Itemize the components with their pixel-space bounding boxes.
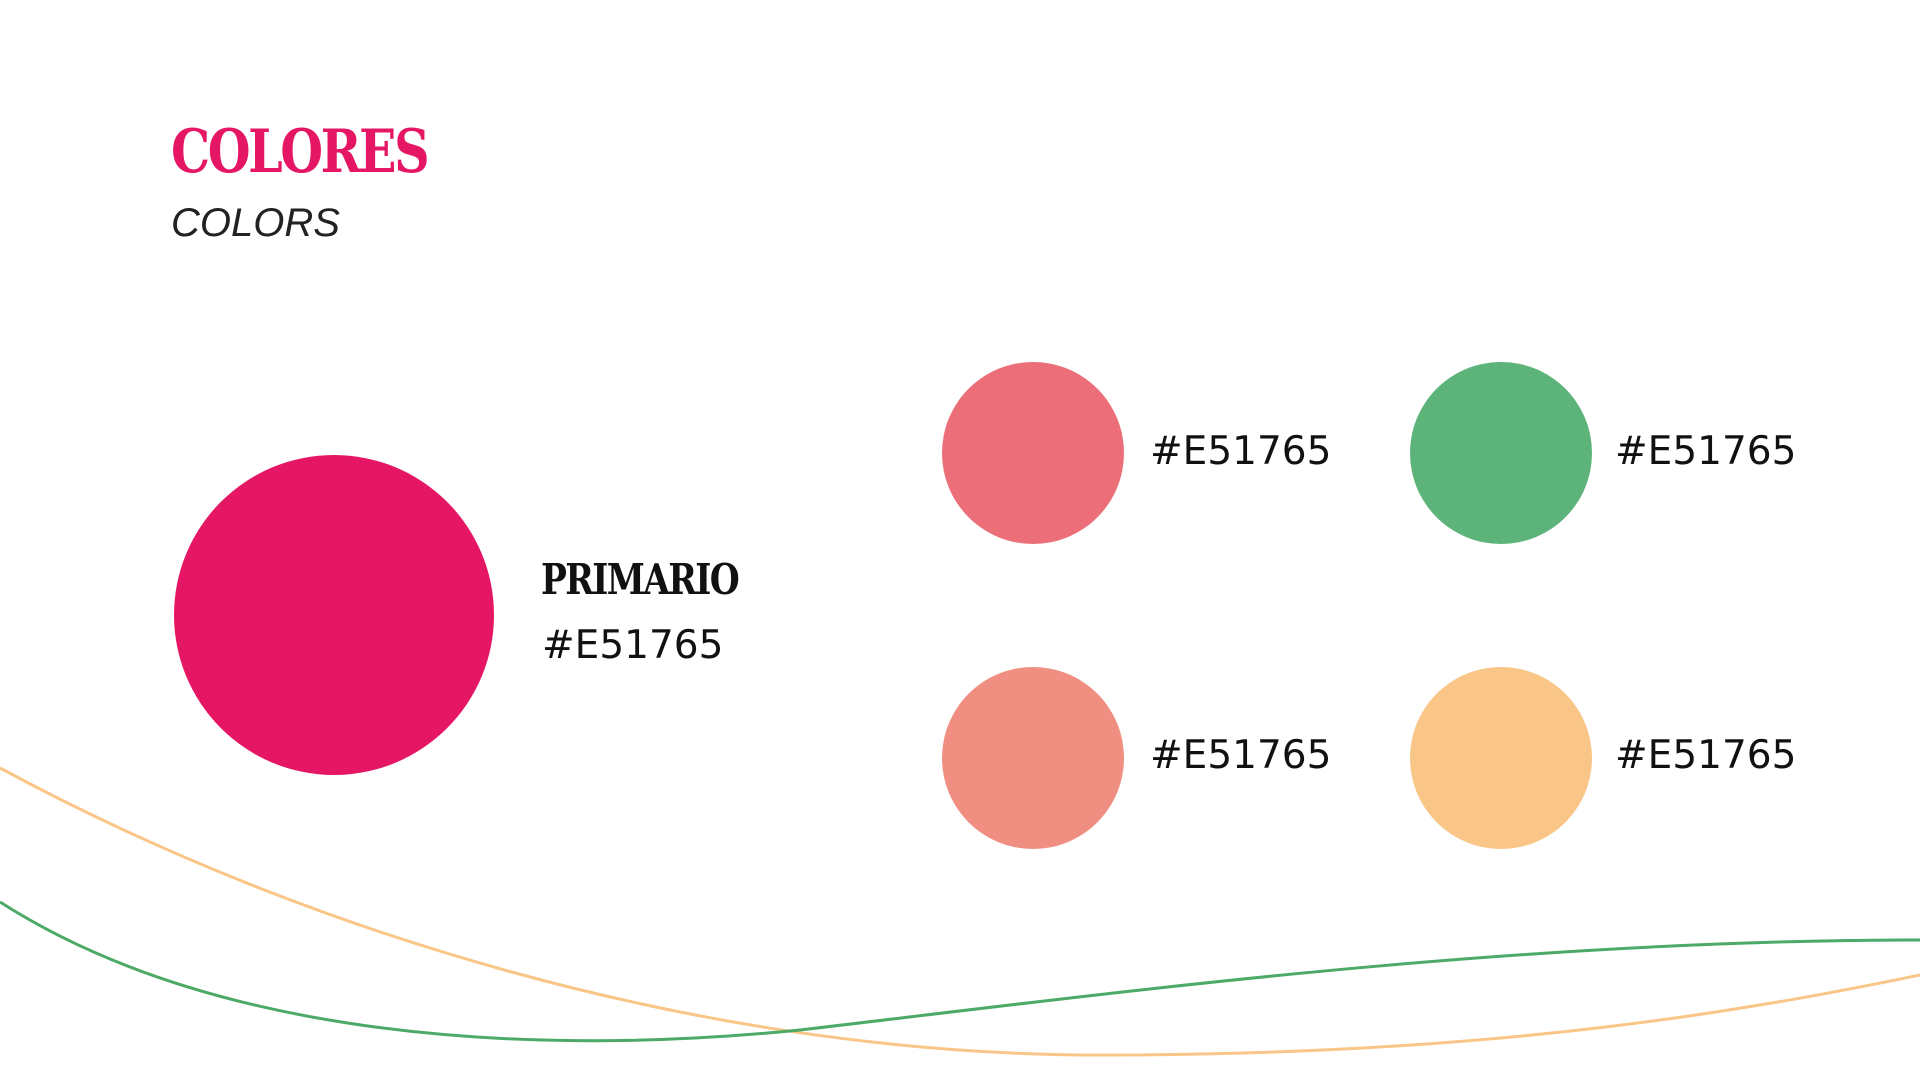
color-swatch-2: [1410, 362, 1592, 544]
color-swatch-2-hex: #E51765: [1615, 429, 1797, 474]
primary-color-label: PRIMARIO: [541, 555, 740, 604]
page-subtitle: COLORS: [171, 201, 340, 245]
color-swatch-1-hex: #E51765: [1150, 429, 1332, 474]
color-swatch-3-hex: #E51765: [1150, 733, 1332, 778]
primary-color-hex: #E51765: [542, 623, 724, 668]
color-swatch-4-hex: #E51765: [1615, 733, 1797, 778]
primary-color-swatch: [174, 455, 494, 775]
orange-wave-curve: [0, 766, 1920, 1057]
green-wave-curve: [0, 900, 1920, 1043]
page-title: COLORES: [171, 117, 430, 187]
color-swatch-1: [942, 362, 1124, 544]
color-swatch-4: [1410, 667, 1592, 849]
color-swatch-3: [942, 667, 1124, 849]
